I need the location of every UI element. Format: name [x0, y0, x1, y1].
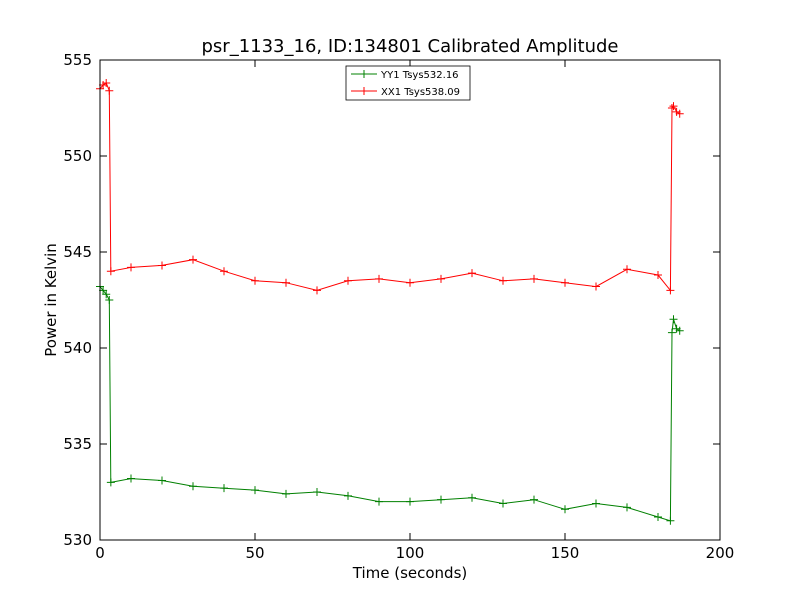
data-point-yy1	[158, 476, 166, 485]
data-point-xx1	[105, 86, 114, 95]
legend: YY1 Tsys532.16 XX1 Tsys538.09	[345, 65, 471, 101]
y-tick-label: 540	[63, 339, 92, 357]
data-point-xx1	[667, 104, 676, 112]
data-point-yy1	[189, 482, 197, 491]
data-point-yy1	[468, 493, 476, 502]
data-point-xx1	[251, 276, 259, 285]
x-tick-label: 50	[245, 544, 264, 562]
x-tick-label: 100	[396, 544, 425, 562]
data-point-yy1	[282, 489, 290, 498]
plot-area	[100, 60, 720, 540]
data-point-xx1	[282, 278, 290, 287]
data-point-yy1	[654, 512, 662, 521]
data-point-yy1	[406, 497, 414, 506]
data-point-yy1	[251, 486, 259, 495]
legend-marker-xx1	[360, 87, 368, 95]
data-point-xx1	[437, 274, 445, 283]
data-point-xx1	[189, 255, 197, 264]
data-point-yy1	[102, 290, 111, 299]
chart-title: psr_1133_16, ID:134801 Calibrated Amplit…	[201, 36, 618, 57]
y-tick-label: 530	[63, 531, 92, 549]
data-point-yy1	[530, 495, 538, 504]
y-axis-label: Power in Kelvin	[42, 243, 60, 357]
legend-marker-yy1	[360, 70, 368, 78]
data-point-xx1	[675, 109, 684, 118]
data-point-yy1	[592, 499, 600, 508]
data-point-xx1	[406, 278, 414, 287]
data-point-xx1	[344, 276, 352, 285]
legend-label-xx1: XX1 Tsys538.09	[381, 87, 460, 98]
data-point-yy1	[499, 499, 507, 508]
data-point-yy1	[675, 326, 684, 335]
x-axis-label: Time (seconds)	[352, 564, 468, 582]
data-point-xx1	[592, 282, 600, 291]
y-tick-label: 545	[63, 243, 92, 261]
x-tick-label: 0	[95, 544, 105, 562]
data-point-xx1	[313, 286, 321, 295]
data-point-xx1	[561, 278, 569, 287]
data-point-xx1	[669, 102, 678, 111]
data-point-yy1	[623, 503, 631, 512]
data-point-yy1	[561, 505, 569, 514]
legend-box	[345, 65, 471, 101]
data-point-xx1	[220, 267, 228, 276]
data-point-yy1	[105, 296, 114, 304]
x-tick-label: 150	[551, 544, 580, 562]
data-point-yy1	[106, 478, 115, 487]
data-point-xx1	[499, 276, 507, 285]
y-tick-label: 550	[63, 147, 92, 165]
legend-label-yy1: YY1 Tsys532.16	[380, 70, 459, 81]
data-point-yy1	[127, 474, 135, 483]
data-point-yy1	[667, 328, 676, 337]
data-point-yy1	[220, 484, 228, 493]
series-layer	[96, 79, 684, 525]
series-line-yy1	[99, 286, 680, 522]
data-point-xx1	[666, 286, 675, 295]
series-xx1	[96, 79, 684, 295]
data-point-xx1	[654, 271, 662, 280]
data-point-xx1	[158, 261, 166, 270]
data-point-xx1	[106, 267, 115, 276]
tick-layer: 0 50 100 150 200 530 535 540 545 550 555	[63, 51, 734, 562]
data-point-yy1	[344, 491, 352, 500]
series-line-xx1	[99, 82, 680, 292]
data-point-yy1	[375, 497, 383, 506]
y-tick-label: 555	[63, 51, 92, 69]
data-point-xx1	[127, 263, 135, 272]
data-point-xx1	[623, 265, 631, 274]
data-point-xx1	[468, 269, 476, 278]
data-point-yy1	[313, 488, 321, 496]
data-point-yy1	[437, 495, 445, 504]
data-point-xx1	[530, 274, 538, 283]
data-point-yy1	[669, 315, 678, 324]
data-point-xx1	[375, 274, 383, 283]
y-tick-label: 535	[63, 435, 92, 453]
x-tick-label: 200	[706, 544, 735, 562]
data-point-yy1	[666, 516, 675, 525]
data-point-xx1	[102, 79, 111, 88]
